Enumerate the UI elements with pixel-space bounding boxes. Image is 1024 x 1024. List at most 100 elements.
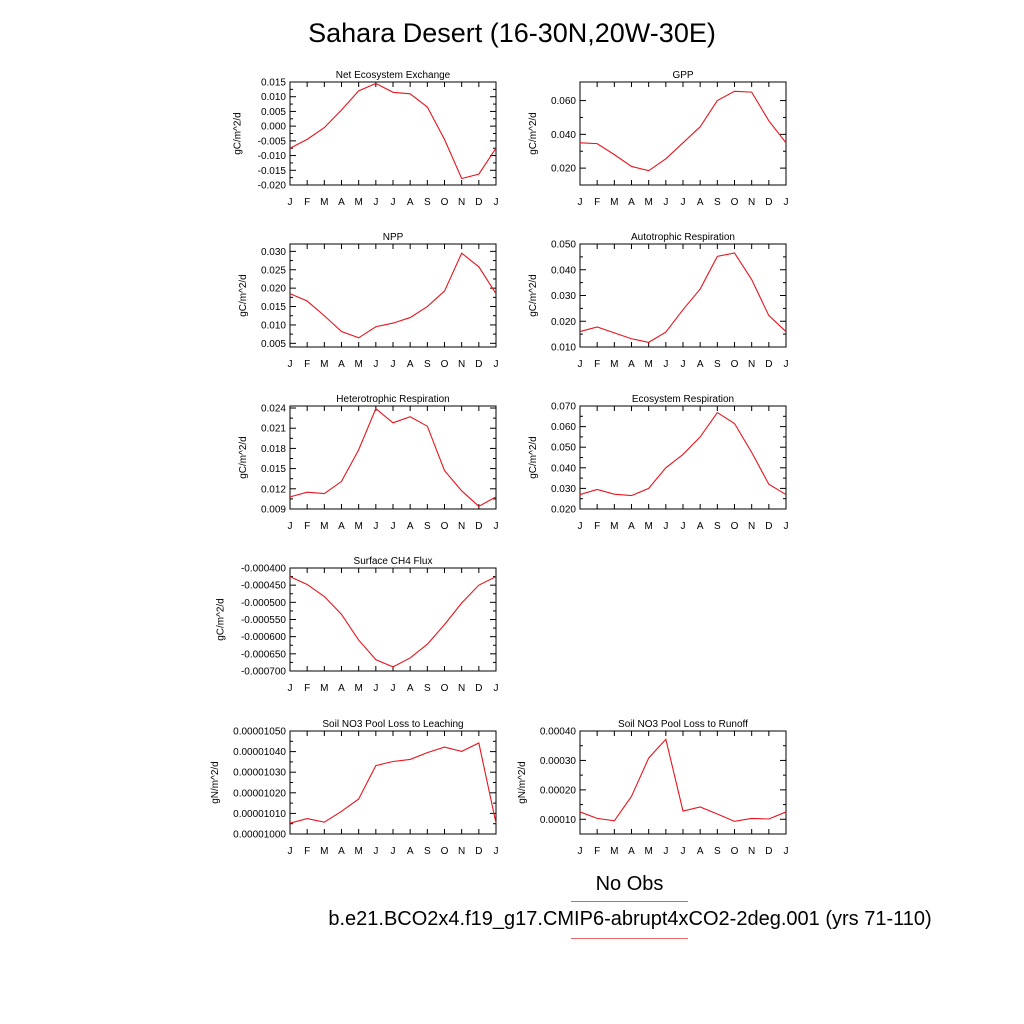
x-tick-label: S [714, 521, 721, 532]
x-tick-label: A [697, 197, 704, 208]
panel-title: Soil NO3 Pool Loss to Runoff [618, 719, 748, 730]
y-tick-label: -0.000650 [241, 649, 286, 660]
x-tick-label: O [441, 846, 449, 857]
x-tick-label: F [304, 846, 310, 857]
panel-title: Autotrophic Respiration [631, 232, 735, 243]
x-tick-label: J [288, 359, 293, 370]
x-tick-label: O [731, 521, 739, 532]
y-tick-label: -0.000400 [241, 564, 286, 575]
x-tick-label: D [765, 846, 772, 857]
x-tick-label: M [644, 846, 652, 857]
panel-title: Soil NO3 Pool Loss to Leaching [322, 719, 463, 730]
y-tick-label: 0.010 [261, 92, 286, 103]
x-tick-label: M [610, 846, 618, 857]
y-tick-label: -0.005 [258, 136, 287, 147]
x-tick-label: M [354, 197, 362, 208]
obs-legend-label: No Obs [595, 873, 664, 895]
y-axis-label: gC/m^2/d [232, 112, 243, 155]
x-tick-label: O [731, 846, 739, 857]
y-tick-label: -0.015 [258, 166, 287, 177]
y-axis-label: gN/m^2/d [210, 761, 221, 804]
x-tick-label: D [475, 846, 482, 857]
x-tick-label: J [681, 521, 686, 532]
x-tick-label: J [784, 846, 789, 857]
x-tick-label: F [304, 521, 310, 532]
y-tick-label: 0.00001000 [233, 830, 286, 841]
x-tick-label: J [373, 521, 378, 532]
y-tick-label: -0.000500 [241, 598, 286, 609]
x-tick-label: M [644, 197, 652, 208]
y-tick-label: 0.010 [261, 320, 286, 331]
y-tick-label: 0.010 [551, 343, 576, 354]
x-tick-label: J [681, 846, 686, 857]
x-tick-label: S [424, 521, 431, 532]
y-tick-label: -0.020 [258, 181, 287, 192]
y-tick-label: 0.00001040 [233, 747, 286, 758]
y-tick-label: 0.050 [551, 240, 576, 251]
x-tick-label: J [494, 197, 499, 208]
x-tick-label: J [784, 359, 789, 370]
x-tick-label: S [714, 197, 721, 208]
y-tick-label: 0.00030 [540, 756, 577, 767]
y-tick-label: -0.000700 [241, 667, 286, 678]
y-axis-label: gN/m^2/d [517, 761, 528, 804]
obs-legend-line [571, 901, 688, 902]
x-tick-label: A [338, 683, 345, 694]
y-axis-label: gC/m^2/d [528, 274, 539, 317]
x-tick-label: J [373, 359, 378, 370]
series-line [579, 90, 787, 172]
y-tick-label: 0.024 [261, 404, 286, 415]
y-tick-label: 0.030 [261, 247, 286, 258]
panel-title: NPP [383, 232, 404, 243]
x-tick-label: A [628, 197, 635, 208]
x-tick-label: O [441, 197, 449, 208]
plot-frame [289, 243, 497, 348]
y-tick-label: 0.015 [261, 78, 286, 89]
x-tick-label: A [338, 521, 345, 532]
x-tick-label: N [748, 521, 755, 532]
panel-title: Net Ecosystem Exchange [336, 70, 451, 81]
y-tick-label: -0.010 [258, 151, 287, 162]
x-tick-label: D [475, 359, 482, 370]
y-tick-label: 0.00040 [540, 727, 577, 738]
y-tick-label: 0.021 [261, 424, 286, 435]
y-axis-label: gC/m^2/d [216, 598, 227, 641]
x-tick-label: J [784, 197, 789, 208]
x-tick-label: O [731, 197, 739, 208]
y-tick-label: 0.020 [551, 164, 576, 175]
y-tick-label: 0.040 [551, 463, 576, 474]
y-tick-label: -0.000550 [241, 615, 286, 626]
x-tick-label: D [765, 197, 772, 208]
y-tick-label: 0.00001010 [233, 809, 286, 820]
x-tick-label: J [391, 197, 396, 208]
x-tick-label: J [578, 359, 583, 370]
x-tick-label: D [475, 197, 482, 208]
y-tick-label: -0.000450 [241, 581, 286, 592]
y-tick-label: 0.060 [551, 422, 576, 433]
y-tick-label: 0.00001050 [233, 727, 286, 738]
x-tick-label: N [458, 359, 465, 370]
x-tick-label: M [320, 683, 328, 694]
y-tick-label: 0.012 [261, 484, 286, 495]
y-axis-label: gC/m^2/d [528, 112, 539, 155]
x-tick-label: A [407, 683, 414, 694]
x-tick-label: J [373, 683, 378, 694]
x-tick-label: M [354, 359, 362, 370]
y-tick-label: 0.005 [261, 107, 286, 118]
x-tick-label: S [424, 359, 431, 370]
x-tick-label: J [391, 683, 396, 694]
x-tick-label: J [784, 521, 789, 532]
x-tick-label: F [594, 521, 600, 532]
y-tick-label: 0.020 [551, 505, 576, 516]
x-tick-label: F [304, 197, 310, 208]
series-line [289, 576, 497, 668]
x-tick-label: J [681, 359, 686, 370]
y-tick-label: 0.00001030 [233, 768, 286, 779]
x-tick-label: M [610, 521, 618, 532]
x-tick-label: S [424, 683, 431, 694]
